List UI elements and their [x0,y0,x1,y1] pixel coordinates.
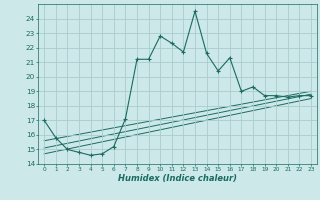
X-axis label: Humidex (Indice chaleur): Humidex (Indice chaleur) [118,174,237,183]
